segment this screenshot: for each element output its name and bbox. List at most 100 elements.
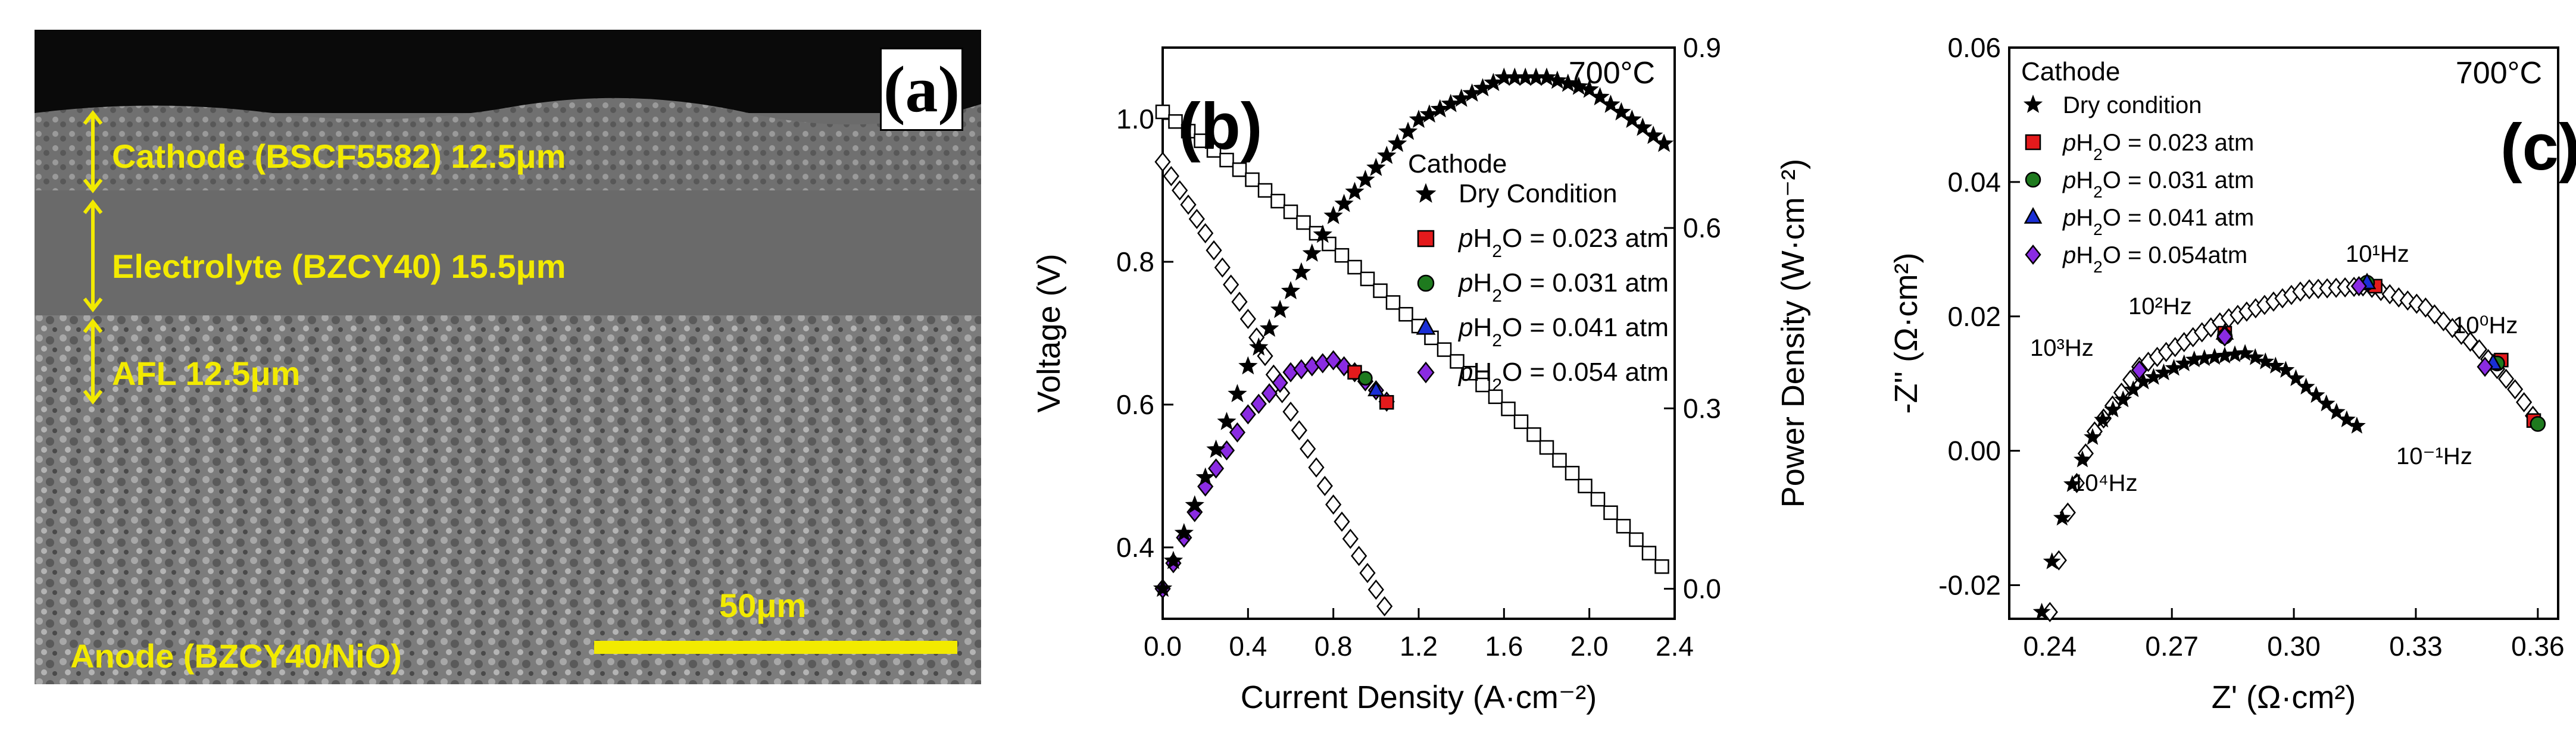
legend-label: pH2O = 0.031 atm (1457, 268, 1669, 306)
voltage-humid-point (1154, 151, 1171, 173)
legend-title: Cathode (1408, 149, 1507, 178)
legend-marker (2025, 171, 2041, 188)
frequency-label: 10²Hz (2128, 293, 2192, 320)
power-dry-point (1291, 262, 1312, 281)
voltage-dry-point (1437, 342, 1452, 357)
impedance-dry-point (2307, 386, 2325, 403)
power-dry-point (1153, 578, 1173, 597)
power-dry-point (1302, 243, 1322, 262)
impedance-dry-point (2043, 552, 2061, 569)
y-tick-label: 0.02 (1947, 301, 2001, 332)
y-tick-label: 0.8 (1116, 246, 1154, 277)
impedance-humid-point (2507, 379, 2524, 400)
voltage-humid-point (1214, 257, 1231, 278)
power-humid-marker (1358, 371, 1373, 386)
voltage-humid-point (1376, 596, 1393, 617)
power-dry-point (1259, 318, 1279, 337)
voltage-dry-point (1616, 519, 1631, 534)
voltage-humid-point (1282, 401, 1299, 422)
legend-label: pH2O = 0.041 atm (1457, 313, 1669, 350)
impedance-dry-point (2104, 400, 2122, 418)
voltage-dry-point (1334, 248, 1350, 263)
x-tick-label: 0.27 (2145, 631, 2199, 662)
power-dry-point (1537, 67, 1557, 86)
legend-label: pH2O = 0.031 atm (2062, 167, 2254, 201)
impedance-0031-point (2530, 416, 2546, 432)
power-dry-point (1654, 133, 1674, 152)
voltage-dry-point (1590, 491, 1606, 507)
x-tick-label: 2.4 (1656, 631, 1694, 662)
voltage-dry-point (1206, 143, 1222, 158)
voltage-dry-point (1526, 427, 1541, 442)
power-dry-point (1612, 102, 1631, 121)
power-dry-point (1579, 79, 1599, 98)
y2-tick-label: 0.9 (1683, 32, 1721, 63)
x-tick-label: 0.36 (2511, 631, 2565, 662)
voltage-dry-point (1385, 295, 1401, 310)
impedance-dry-point (2317, 394, 2335, 412)
voltage-dry-point (1194, 133, 1209, 148)
frequency-label: 10¹Hz (2346, 241, 2409, 267)
voltage-dry-point (1565, 465, 1580, 481)
power-dry-point (1270, 299, 1290, 318)
voltage-humid-point (1180, 194, 1197, 215)
y-axis-label-left: Voltage (V) (1031, 253, 1067, 412)
legend-marker (2025, 134, 2041, 151)
impedance-0054-point (2216, 326, 2233, 347)
iv-power-chart: 0.0 0.4 0.8 1.2 1.6 2.0 2.4 0.4 0.6 0.8 1.0 0.0 0.3 0… (1031, 32, 1811, 715)
impedance-dry-point (2175, 354, 2193, 371)
impedance-humid-point (2399, 290, 2416, 311)
voltage-humid-point (1351, 546, 1367, 566)
y-tick-label: -0.02 (1938, 570, 2001, 601)
temperature-label: 700°C (1569, 56, 1655, 90)
voltage-dry-point (1270, 193, 1285, 209)
voltage-humid-point (1206, 240, 1222, 261)
x-tick-label: 0.4 (1229, 631, 1267, 662)
voltage-dry-point (1462, 365, 1478, 381)
power-dry-point (1356, 170, 1375, 189)
impedance-dry-point (2155, 363, 2173, 381)
impedance-dry-point (2347, 416, 2366, 434)
impedance-0054-point (2477, 356, 2493, 377)
impedance-dry-point (2134, 372, 2153, 390)
voltage-humid-point (1197, 223, 1214, 244)
x-tick-label: 0.33 (2389, 631, 2443, 662)
power-dry-point (1185, 495, 1204, 514)
voltage-dry-point (1539, 440, 1554, 455)
voltage-dry-point (1475, 377, 1490, 393)
impedance-dry-point (2266, 356, 2285, 374)
voltage-humid-point (1172, 180, 1188, 201)
power-dry-point (1398, 121, 1418, 140)
voltage-dry-point (1501, 401, 1516, 416)
impedance-dry-point (2246, 348, 2265, 365)
power-dry-point (1601, 94, 1620, 113)
power-dry-point (1633, 117, 1653, 136)
frequency-label: 10⁴Hz (2072, 470, 2138, 496)
voltage-dry-point (1257, 183, 1273, 198)
power-humid-point (1218, 440, 1235, 461)
scale-bar-label: 50μm (719, 587, 807, 624)
legend-label: Dry Condition (1459, 179, 1618, 208)
legend-label: pH2O = 0.023 atm (2062, 130, 2254, 164)
impedance-dry-point (2063, 475, 2081, 492)
impedance-dry-point (2327, 402, 2346, 420)
voltage-dry-point (1181, 124, 1196, 139)
voltage-dry-point (1629, 532, 1644, 547)
voltage-humid-point (1334, 511, 1350, 532)
impedance-dry-point (2053, 508, 2071, 526)
power-dry-point (1345, 181, 1365, 201)
impedance-dry-point (2287, 369, 2305, 386)
legend-label: pH2O = 0.023 atm (1457, 224, 1669, 261)
voltage-dry-point (1347, 259, 1362, 275)
power-dry-point (1313, 224, 1332, 243)
power-humid-marker (1379, 394, 1394, 410)
voltage-dry-point (1641, 546, 1657, 560)
voltage-dry-point (1296, 215, 1311, 230)
impedance-dry-point (2114, 390, 2132, 408)
voltage-dry-point (1245, 172, 1260, 187)
voltage-humid-point (1308, 457, 1325, 478)
power-dry-point (1643, 126, 1663, 144)
frequency-label: 10⁻¹Hz (2396, 443, 2472, 469)
frequency-label: 10⁰Hz (2453, 312, 2518, 339)
voltage-humid-point (1239, 308, 1256, 330)
